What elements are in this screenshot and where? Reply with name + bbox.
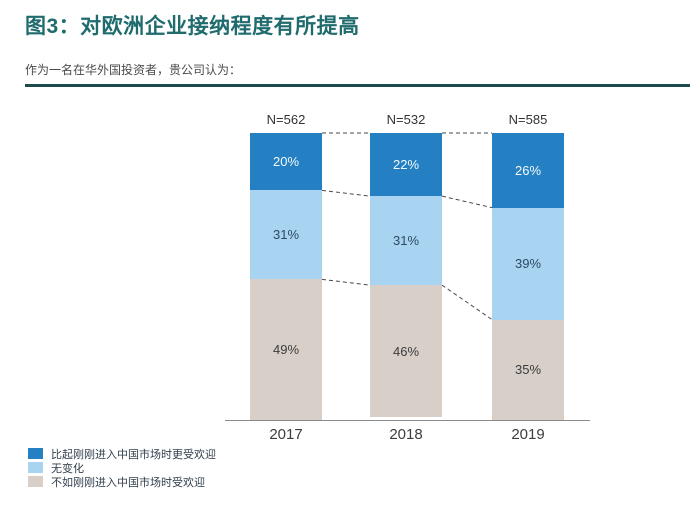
bar-segment: 31% bbox=[250, 190, 322, 280]
segment-connector-dashed-line bbox=[441, 195, 493, 209]
x-axis-tick-label: 2017 bbox=[269, 426, 303, 443]
segment-connector-dashed-line bbox=[321, 189, 371, 197]
figure-subtitle: 作为一名在华外国投资者，贵公司认为： bbox=[25, 63, 242, 77]
bar-segment: 49% bbox=[250, 279, 322, 420]
x-axis-line bbox=[225, 420, 590, 421]
n-count-label: N=585 bbox=[508, 112, 548, 127]
bar-segment: 39% bbox=[492, 207, 564, 320]
legend-label: 无变化 bbox=[51, 462, 84, 475]
n-count-label: N=532 bbox=[386, 112, 426, 127]
x-axis-tick-label: 2018 bbox=[389, 426, 423, 443]
legend-item: 无变化 bbox=[28, 461, 216, 475]
legend-swatch bbox=[28, 476, 43, 487]
n-count-label: N=562 bbox=[266, 112, 306, 127]
segment-connector-dashed-line bbox=[321, 278, 371, 286]
segment-value-label: 31% bbox=[272, 227, 300, 243]
bar-2018: 22% 31% 46% bbox=[370, 133, 442, 420]
bar-segment: 20% bbox=[250, 133, 322, 191]
legend-swatch bbox=[28, 462, 43, 473]
legend-item: 不如刚刚进入中国市场时受欢迎 bbox=[28, 475, 216, 489]
legend-label: 不如刚刚进入中国市场时受欢迎 bbox=[51, 476, 205, 489]
bar-2017: 20% 31% 49% bbox=[250, 133, 322, 420]
segment-value-label: 26% bbox=[514, 162, 542, 178]
title-divider bbox=[25, 84, 690, 87]
segment-value-label: 35% bbox=[514, 362, 542, 378]
segment-value-label: 39% bbox=[514, 256, 542, 272]
bar-segment: 46% bbox=[370, 285, 442, 418]
segment-value-label: 49% bbox=[272, 342, 300, 358]
segment-value-label: 46% bbox=[392, 343, 420, 359]
segment-value-label: 20% bbox=[272, 154, 300, 170]
x-axis-tick-label: 2019 bbox=[511, 426, 545, 443]
bar-segment: 35% bbox=[492, 319, 564, 420]
bar-segment: 26% bbox=[492, 133, 564, 208]
segment-value-label: 22% bbox=[392, 157, 420, 173]
chart-legend: 比起刚刚进入中国市场时更受欢迎 无变化 不如刚刚进入中国市场时受欢迎 bbox=[28, 447, 216, 489]
legend-item: 比起刚刚进入中国市场时更受欢迎 bbox=[28, 447, 216, 461]
legend-label: 比起刚刚进入中国市场时更受欢迎 bbox=[51, 448, 216, 461]
legend-swatch bbox=[28, 448, 43, 459]
bar-2019: 26% 39% 35% bbox=[492, 133, 564, 420]
segment-connector-dashed-line bbox=[441, 284, 493, 320]
bar-segment: 22% bbox=[370, 133, 442, 197]
segment-value-label: 31% bbox=[392, 233, 420, 249]
bar-segment: 31% bbox=[370, 196, 442, 286]
figure-title: 图3：对欧洲企业接纳程度有所提高 bbox=[25, 15, 360, 38]
